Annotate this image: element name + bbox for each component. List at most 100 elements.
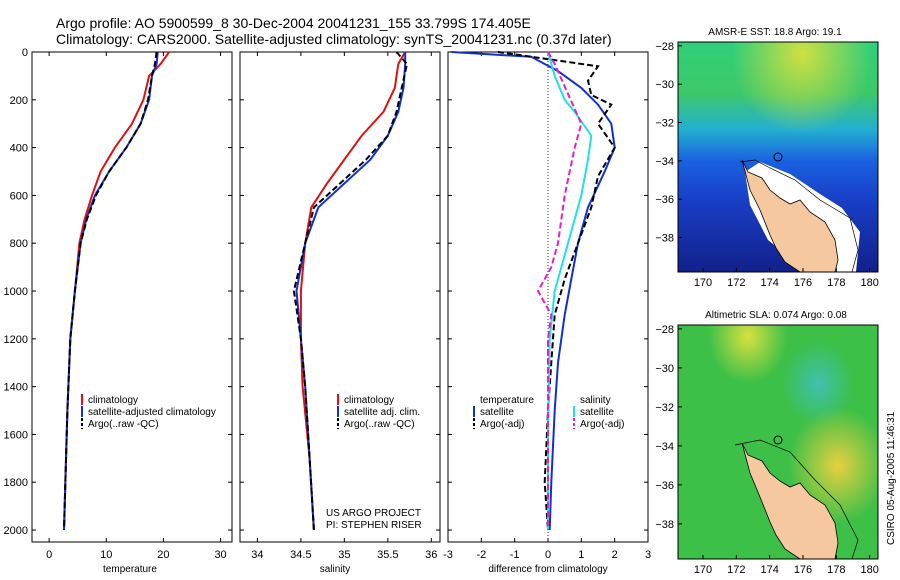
legend-temperature-heading: temperature <box>480 395 534 406</box>
series-line-salinity-satellite <box>547 51 593 530</box>
x-tick-label: 35 <box>338 549 350 561</box>
map-y-tick-label: −38 <box>655 233 674 245</box>
map-y-tick-label: −34 <box>655 441 674 453</box>
map-y-tick-label: −30 <box>655 79 674 91</box>
x-tick-label: 35.5 <box>377 549 398 561</box>
y-tick-label: 600 <box>10 190 28 202</box>
sla-map-frame <box>677 324 879 560</box>
salinity-panel: 34 34.5 35 35.5 36 salinity climatology sate… <box>239 51 441 575</box>
map-x-tick-label: 170 <box>694 277 712 289</box>
y-tick-label: 1400 <box>4 382 28 394</box>
x-tick-label: 0 <box>545 549 551 561</box>
x-tick-label: -3 <box>443 549 453 561</box>
x-tick-label: 34.5 <box>290 549 311 561</box>
temperature-panel-frame <box>31 51 233 543</box>
map-x-tick-label: 178 <box>827 564 845 576</box>
x-tick-label: -1 <box>510 549 520 561</box>
difference-xlabel: difference from climatology <box>488 564 607 575</box>
sla-float-marker <box>773 435 783 445</box>
salinity-legend: climatology satellite adj. clim. Argo(..… <box>337 394 420 430</box>
x-tick-label: 30 <box>214 549 226 561</box>
y-tick-label: 400 <box>10 143 28 155</box>
series-line-argo-raw-qc- <box>63 51 158 531</box>
legend-satellite-adjusted: satellite-adjusted climatology <box>88 407 216 418</box>
x-tick-label: 36 <box>425 549 437 561</box>
legend-sal-argo-adj: Argo(-adj) <box>580 419 624 430</box>
temperature-xlabel: temperature <box>103 564 157 575</box>
temperature-panel: 0 200 400 600 800 1000 1200 1400 1600 1800 2000 0 10… <box>4 47 233 575</box>
difference-panel: -3 -2 -1 0 1 2 3 difference from climatology t… <box>443 51 651 575</box>
map-y-tick-label: −28 <box>655 324 674 336</box>
map-x-tick-label: 176 <box>794 277 812 289</box>
y-tick-label: 1200 <box>4 334 28 346</box>
map-x-tick-label: 172 <box>727 564 745 576</box>
x-tick-label: 10 <box>100 549 112 561</box>
map-y-tick-label: −30 <box>655 363 674 375</box>
difference-legend: temperature satellite Argo(-adj) salinit… <box>473 395 624 430</box>
sla-land <box>741 442 839 560</box>
map-x-tick-label: 180 <box>860 277 878 289</box>
sst-map: AMSR-E SST: 18.8 Argo: 19.1 170 172 174 176… <box>655 27 879 289</box>
map-x-tick-label: 174 <box>760 277 778 289</box>
pi-text: PI: STEPHEN RISER <box>326 520 422 531</box>
sst-float-marker <box>773 152 783 162</box>
y-tick-label: 0 <box>22 47 28 59</box>
credit-text: US ARGO PROJECT <box>326 508 421 519</box>
map-x-tick-label: 172 <box>727 277 745 289</box>
legend-salinity-heading: salinity <box>580 395 611 406</box>
sla-map-title: Altimetric SLA: 0.074 Argo: 0.08 <box>705 310 847 321</box>
map-y-tick-label: −36 <box>655 480 674 492</box>
map-y-tick-label: −32 <box>655 118 674 130</box>
side-stamp: CSIRO 05-Aug-2005 11:46:31 <box>886 411 897 545</box>
legend-argo: Argo(..raw -QC) <box>88 419 159 430</box>
legend-sal-climatology: climatology <box>344 395 394 406</box>
y-tick-label: 2000 <box>4 525 28 537</box>
map-y-tick-label: −36 <box>655 194 674 206</box>
series-line-temperature-satellite <box>451 51 616 531</box>
x-tick-label: 20 <box>157 549 169 561</box>
salinity-xlabel: salinity <box>320 564 351 575</box>
map-x-tick-label: 180 <box>860 564 878 576</box>
x-tick-label: 3 <box>645 549 651 561</box>
map-y-tick-label: −28 <box>655 41 674 53</box>
sla-map: Altimetric SLA: 0.074 Argo: 0.08 170 172 1… <box>655 310 879 576</box>
x-tick-label: 34 <box>251 549 263 561</box>
map-y-tick-label: −38 <box>655 519 674 531</box>
x-tick-label: -2 <box>476 549 486 561</box>
legend-sal-sat: satellite <box>580 407 614 418</box>
y-tick-label: 1600 <box>4 429 28 441</box>
legend-temp-satellite: satellite <box>480 407 514 418</box>
temperature-legend: climatology satellite-adjusted climatolo… <box>81 394 216 430</box>
series-line-satellite-adj-clim- <box>295 52 407 531</box>
y-tick-label: 1800 <box>4 477 28 489</box>
y-tick-label: 200 <box>10 95 28 107</box>
legend-sal-argo: Argo(..raw -QC) <box>344 419 415 430</box>
sla-contour <box>734 439 859 560</box>
sst-map-title: AMSR-E SST: 18.8 Argo: 19.1 <box>708 27 842 38</box>
sst-land <box>741 159 839 273</box>
y-tick-label: 800 <box>10 238 28 250</box>
legend-temp-argo: Argo(-adj) <box>480 419 524 430</box>
y-tick-label: 1000 <box>4 286 28 298</box>
map-x-tick-label: 176 <box>794 564 812 576</box>
map-x-tick-label: 170 <box>694 564 712 576</box>
map-y-tick-label: −34 <box>655 156 674 168</box>
map-x-tick-label: 178 <box>827 277 845 289</box>
map-y-tick-label: −32 <box>655 402 674 414</box>
sst-contour <box>739 159 859 273</box>
series-line-climatology <box>299 51 407 531</box>
title-line-2: Climatology: CARS2000. Satellite-adjuste… <box>56 31 612 47</box>
salinity-panel-frame <box>239 51 441 543</box>
x-tick-label: 1 <box>578 549 584 561</box>
series-line-temperature-argo-adj- <box>497 51 616 531</box>
legend-sal-satellite: satellite adj. clim. <box>344 407 420 418</box>
map-x-tick-label: 174 <box>760 564 778 576</box>
legend-climatology: climatology <box>88 395 138 406</box>
series-line-argo-raw-qc- <box>292 51 409 531</box>
sst-map-frame <box>677 41 879 273</box>
title-line-1: Argo profile: AO 5900599_8 30-Dec-2004 2… <box>56 15 531 31</box>
x-tick-label: 0 <box>46 549 52 561</box>
x-tick-label: 2 <box>612 549 618 561</box>
series-line-salinity-argo-adj- <box>536 51 583 530</box>
